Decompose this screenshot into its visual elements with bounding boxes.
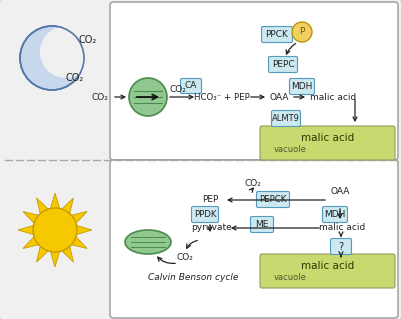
FancyBboxPatch shape (290, 78, 314, 94)
Polygon shape (23, 211, 38, 223)
FancyBboxPatch shape (110, 2, 398, 160)
FancyBboxPatch shape (251, 217, 273, 233)
Polygon shape (18, 226, 33, 234)
FancyBboxPatch shape (269, 56, 298, 72)
Text: ME: ME (255, 220, 269, 229)
Text: PEPC: PEPC (272, 60, 294, 69)
FancyBboxPatch shape (180, 78, 201, 93)
Text: CA: CA (185, 81, 197, 91)
Text: CO₂: CO₂ (91, 93, 108, 101)
Text: OAA: OAA (330, 188, 350, 197)
Text: CO₂: CO₂ (79, 35, 97, 45)
Polygon shape (36, 246, 48, 262)
FancyBboxPatch shape (271, 110, 300, 127)
Polygon shape (51, 193, 60, 209)
Circle shape (20, 26, 84, 90)
Circle shape (33, 208, 77, 252)
Text: P: P (299, 27, 305, 36)
Text: HCO₃⁻ + PEP: HCO₃⁻ + PEP (194, 93, 250, 101)
Text: MDH: MDH (324, 210, 346, 219)
Circle shape (292, 22, 312, 42)
Text: PEPCK: PEPCK (259, 195, 287, 204)
Polygon shape (62, 246, 73, 262)
Polygon shape (36, 198, 48, 214)
Text: PPCK: PPCK (265, 30, 288, 39)
Polygon shape (71, 237, 87, 249)
Text: CO₂: CO₂ (170, 85, 186, 94)
Text: CO₂: CO₂ (66, 73, 84, 83)
Text: OAA: OAA (269, 93, 289, 101)
Text: Calvin Benson cycle: Calvin Benson cycle (148, 273, 238, 283)
FancyBboxPatch shape (322, 206, 348, 222)
FancyBboxPatch shape (260, 126, 395, 160)
FancyBboxPatch shape (261, 26, 292, 42)
Polygon shape (23, 237, 38, 249)
FancyBboxPatch shape (192, 206, 219, 222)
Text: vacuole: vacuole (274, 273, 307, 283)
FancyBboxPatch shape (110, 160, 398, 318)
Text: CO₂: CO₂ (245, 179, 261, 188)
Text: PEP: PEP (202, 196, 218, 204)
Text: ?: ? (338, 241, 344, 251)
Ellipse shape (129, 78, 167, 116)
Polygon shape (62, 198, 73, 214)
Polygon shape (71, 211, 87, 223)
Text: malic acid: malic acid (302, 261, 354, 271)
Text: malic acid: malic acid (319, 224, 365, 233)
Circle shape (40, 26, 92, 78)
Text: MDH: MDH (291, 82, 313, 91)
Text: PPDK: PPDK (194, 210, 216, 219)
Text: CO₂: CO₂ (176, 254, 193, 263)
Text: malic acid: malic acid (302, 133, 354, 143)
Text: pyruvate: pyruvate (190, 224, 231, 233)
FancyBboxPatch shape (260, 254, 395, 288)
Text: malic acid: malic acid (310, 93, 356, 101)
Text: vacuole: vacuole (274, 145, 307, 154)
Polygon shape (51, 251, 60, 267)
Ellipse shape (125, 230, 171, 254)
Polygon shape (77, 226, 92, 234)
FancyBboxPatch shape (330, 239, 352, 255)
FancyBboxPatch shape (257, 191, 290, 207)
Text: ALMT9: ALMT9 (272, 114, 300, 123)
